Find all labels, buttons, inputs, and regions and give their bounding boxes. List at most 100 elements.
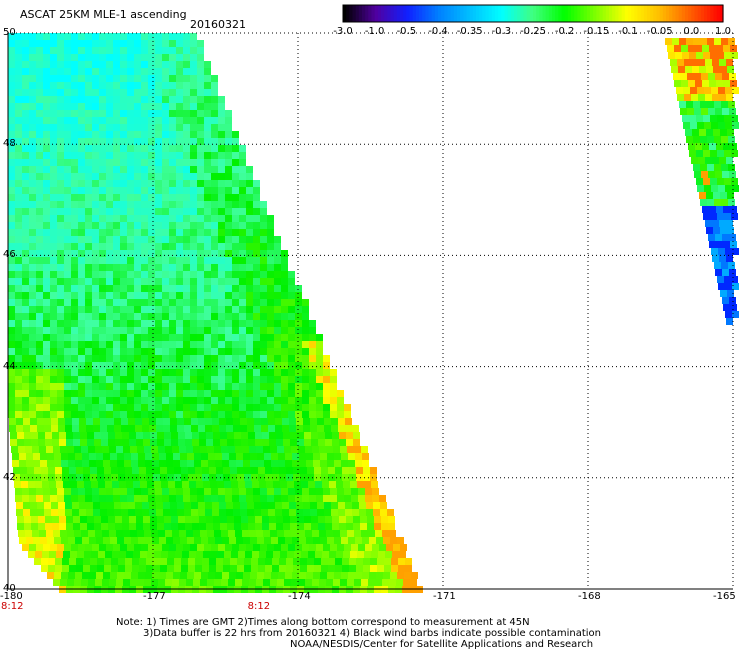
colorbar-swatch	[520, 5, 525, 22]
colorbar-swatch	[425, 5, 430, 22]
colorbar-swatch	[447, 5, 452, 22]
colorbar-swatch	[517, 5, 521, 22]
latitude-tick-label: 48	[3, 138, 16, 150]
colorbar-swatch	[672, 5, 677, 22]
colorbar-tick-label: -0.25	[520, 26, 546, 37]
colorbar-swatch	[634, 5, 639, 22]
colorbar-swatch	[615, 5, 620, 22]
colorbar-swatch	[700, 5, 705, 22]
colorbar-swatch	[602, 5, 607, 22]
colorbar-swatch	[599, 5, 604, 22]
note-line-2: 3)Data buffer is 22 hrs from 20160321 4)…	[143, 628, 601, 639]
colorbar-swatch	[409, 5, 414, 22]
colorbar-swatch	[415, 5, 420, 22]
colorbar-swatch	[653, 5, 658, 22]
colorbar-tick-label: -0.35	[456, 26, 483, 37]
colorbar-swatch	[713, 5, 718, 22]
colorbar-swatch	[688, 5, 692, 22]
colorbar-swatch	[412, 5, 417, 22]
colorbar-tick-label: 1.0	[715, 26, 731, 37]
colorbar-swatch	[624, 5, 629, 22]
colorbar-swatch	[377, 5, 382, 22]
colorbar-swatch	[681, 5, 686, 22]
colorbar-swatch	[596, 5, 601, 22]
longitude-tick-label: -171	[433, 591, 456, 602]
colorbar-swatch	[368, 5, 373, 22]
colorbar-swatch	[501, 5, 506, 22]
colorbar-swatch	[605, 5, 610, 22]
colorbar-tick-label: -0.1	[618, 26, 638, 37]
colorbar-swatch	[358, 5, 363, 22]
colorbar-swatch	[580, 5, 585, 22]
colorbar-swatch	[675, 5, 680, 22]
colorbar-swatch	[343, 5, 347, 22]
colorbar-swatch	[542, 5, 547, 22]
colorbar-swatch	[716, 5, 721, 22]
colorbar-swatch	[396, 5, 401, 22]
colorbar-swatch	[510, 5, 515, 22]
colorbar-swatch	[659, 5, 664, 22]
colorbar-swatch	[662, 5, 667, 22]
colorbar-swatch	[434, 5, 439, 22]
colorbar-swatch	[628, 5, 632, 22]
colorbar-swatch	[488, 5, 493, 22]
latitude-tick-label: 40	[3, 583, 16, 594]
colorbar-swatch	[352, 5, 357, 22]
colorbar-swatch	[707, 5, 711, 22]
colorbar-swatch	[536, 5, 540, 22]
colorbar-swatch	[685, 5, 689, 22]
colorbar-swatch	[574, 5, 578, 22]
colorbar-swatch	[403, 5, 407, 22]
colorbar-swatch	[469, 5, 474, 22]
colorbar-swatch	[583, 5, 588, 22]
colorbar-swatch	[637, 5, 642, 22]
colorbar-swatch	[457, 5, 461, 22]
colorbar-swatch	[618, 5, 623, 22]
colorbar-swatch	[621, 5, 626, 22]
latitude-tick-label: 42	[3, 471, 16, 483]
colorbar-swatch	[640, 5, 645, 22]
latitude-tick-label: 46	[3, 249, 16, 261]
colorbar-swatch	[355, 5, 360, 22]
colorbar-swatch	[577, 5, 582, 22]
colorbar-swatch	[691, 5, 696, 22]
colorbar-swatch	[504, 5, 509, 22]
time-label: 8:12	[1, 601, 24, 612]
time-label: 8:12	[247, 601, 271, 612]
colorbar-swatch	[390, 5, 395, 22]
colorbar-swatch	[561, 5, 566, 22]
colorbar-swatch	[564, 5, 569, 22]
colorbar-swatch	[586, 5, 591, 22]
colorbar-swatch	[669, 5, 673, 22]
colorbar	[342, 4, 724, 23]
colorbar-swatch	[371, 5, 376, 22]
colorbar-swatch	[479, 5, 483, 22]
colorbar-swatch	[558, 5, 563, 22]
colorbar-tick-label: -1.0	[364, 26, 385, 37]
colorbar-tick-label: -0.2	[554, 26, 575, 37]
colorbar-tick-label: -0.15	[583, 26, 610, 37]
colorbar-swatch	[374, 5, 379, 22]
colorbar-swatch	[694, 5, 699, 22]
colorbar-swatch	[609, 5, 613, 22]
colorbar-tick-label: -0.3	[491, 26, 512, 37]
colorbar-tick-label: -0.4	[428, 26, 448, 37]
colorbar-tick-label: -3.0	[333, 26, 353, 37]
latitude-tick-label: 44	[3, 360, 16, 372]
colorbar-swatch	[393, 5, 398, 22]
colorbar-swatch	[381, 5, 385, 22]
colorbar-swatch	[552, 5, 556, 22]
colorbar-swatch	[555, 5, 559, 22]
colorbar-swatch	[498, 5, 502, 22]
map-date: 20160321	[190, 18, 246, 31]
colorbar-swatch	[571, 5, 575, 22]
colorbar-swatch	[346, 5, 350, 22]
colorbar-swatch	[400, 5, 404, 22]
colorbar-swatch	[533, 5, 537, 22]
colorbar-swatch	[697, 5, 702, 22]
colorbar-swatch	[545, 5, 550, 22]
colorbar-swatch	[444, 5, 449, 22]
colorbar-swatch	[523, 5, 528, 22]
note-line-3: NOAA/NESDIS/Center for Satellite Applica…	[290, 639, 594, 650]
